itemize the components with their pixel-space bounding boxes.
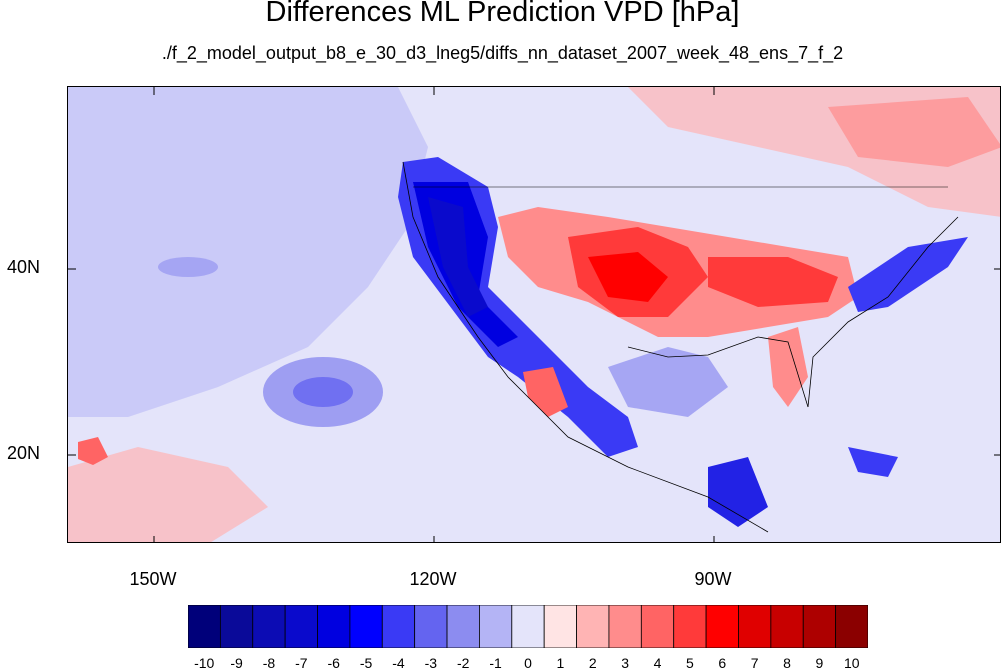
colorbar-swatch bbox=[349, 605, 383, 648]
lat-label-40n: 40N bbox=[6, 257, 40, 277]
colorbar-swatch bbox=[608, 605, 642, 648]
colorbar-swatch bbox=[446, 605, 480, 648]
colorbar-label: -3 bbox=[424, 655, 438, 671]
colorbar-label: -9 bbox=[230, 655, 243, 671]
colorbar-label: -6 bbox=[327, 655, 340, 671]
colorbar-label: 8 bbox=[783, 655, 791, 671]
colorbar-label: 0 bbox=[524, 655, 532, 671]
map-subtitle: ./f_2_model_output_b8_e_30_d3_lneg5/diff… bbox=[161, 43, 844, 63]
colorbar-label: 10 bbox=[844, 655, 860, 671]
colorbar-label: 7 bbox=[750, 655, 759, 671]
colorbar-swatch bbox=[414, 605, 448, 648]
colorbar-label: 1 bbox=[556, 655, 565, 671]
colorbar-label: 4 bbox=[653, 655, 662, 671]
lon-label-120w: 120W bbox=[409, 569, 457, 589]
colorbar-swatch bbox=[576, 605, 610, 648]
colorbar-label: 6 bbox=[718, 655, 727, 671]
colorbar-swatch bbox=[252, 605, 286, 648]
colorbar-swatch bbox=[673, 605, 707, 648]
colorbar-label: -5 bbox=[359, 655, 373, 671]
colorbar-label: 2 bbox=[588, 655, 597, 671]
colorbar-swatch bbox=[705, 605, 739, 648]
colorbar-swatch bbox=[835, 605, 868, 648]
colorbar-swatch bbox=[188, 605, 221, 648]
colorbar-label: -2 bbox=[457, 655, 470, 671]
colorbar-label: -8 bbox=[262, 655, 276, 671]
colorbar-label: -1 bbox=[489, 655, 502, 671]
colorbar-swatch bbox=[738, 605, 772, 648]
map-title: Differences ML Prediction VPD [hPa] bbox=[265, 0, 740, 28]
colorbar-label: 9 bbox=[815, 655, 824, 671]
colorbar-label: -7 bbox=[295, 655, 308, 671]
colorbar-swatch bbox=[640, 605, 675, 648]
colorbar-swatch bbox=[511, 605, 545, 648]
colorbar-swatch bbox=[284, 605, 318, 648]
difference-field bbox=[68, 87, 1000, 542]
map-panel bbox=[67, 86, 1001, 543]
colorbar-label: -10 bbox=[194, 655, 215, 671]
colorbar-swatch bbox=[317, 605, 351, 648]
colorbar-swatch bbox=[770, 605, 804, 648]
colorbar-swatch bbox=[543, 605, 577, 648]
colorbar-label: 3 bbox=[621, 655, 630, 671]
colorbar-swatch bbox=[802, 605, 837, 648]
lon-label-150w: 150W bbox=[129, 569, 177, 589]
colorbar-label: -4 bbox=[392, 655, 405, 671]
colorbar-label: 5 bbox=[685, 655, 694, 671]
lat-label-20n: 20N bbox=[6, 443, 40, 463]
colorbar-swatch bbox=[479, 605, 513, 648]
colorbar bbox=[188, 605, 868, 648]
colorbar-swatch bbox=[219, 605, 254, 648]
lon-label-90w: 90W bbox=[694, 569, 732, 589]
colorbar-swatch bbox=[381, 605, 416, 648]
